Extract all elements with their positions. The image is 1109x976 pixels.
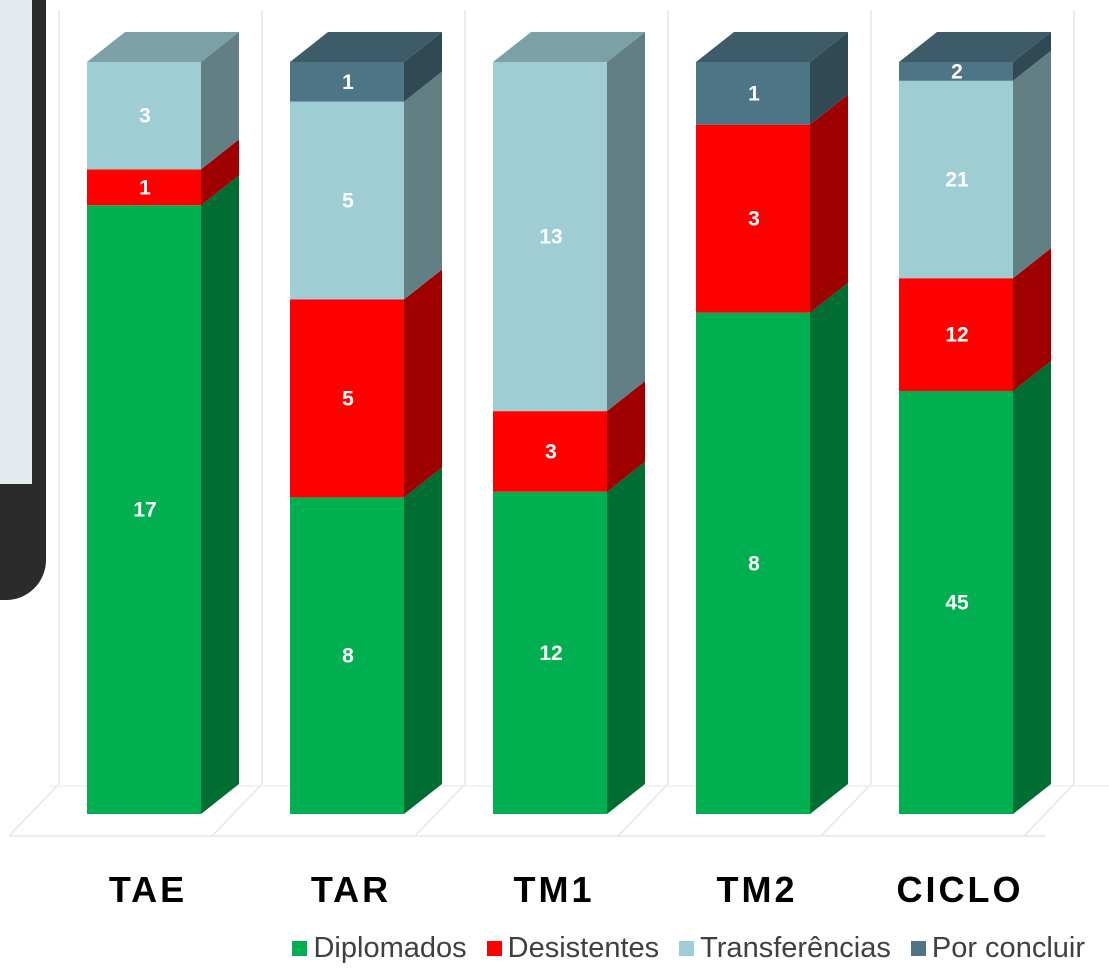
- bar-segment-tae-diplomados: [87, 205, 201, 814]
- bar-segment-side: [404, 71, 442, 300]
- bar-top: [696, 32, 848, 62]
- category-label-tm1: TM1: [514, 869, 595, 910]
- bar-top: [290, 32, 442, 62]
- bar-segment-tar-porconcluir: [290, 62, 404, 102]
- bar-segment-side: [607, 32, 645, 412]
- data-label: 8: [748, 552, 760, 575]
- device-frame: [0, 0, 46, 600]
- data-label: 3: [139, 105, 151, 128]
- bar-segment-tm2-porconcluir: [696, 62, 810, 125]
- bar-segment-side: [404, 467, 442, 814]
- data-label: 12: [539, 642, 562, 665]
- legend-label: Diplomados: [313, 931, 467, 964]
- bar-segment-tae-transferncias: [87, 62, 201, 170]
- floor-line: [211, 783, 263, 837]
- data-label: 1: [139, 176, 151, 199]
- floor-line: [820, 783, 872, 837]
- bar-segment-side: [810, 94, 848, 313]
- bar-segment-ciclo-desistentes: [899, 278, 1013, 391]
- bar-segment-side: [1013, 248, 1051, 391]
- bar-top: [87, 32, 239, 62]
- bar-segment-side: [1013, 50, 1051, 279]
- bar-segment-side: [810, 282, 848, 815]
- floor-line: [414, 783, 466, 837]
- data-label: 2: [951, 60, 963, 83]
- bar-segment-side: [404, 32, 442, 102]
- floor-line: [1023, 783, 1075, 837]
- data-label: 13: [539, 226, 562, 249]
- bar-segment-tar-transferncias: [290, 101, 404, 300]
- bar-segment-side: [607, 461, 645, 814]
- legend-item: Desistentes: [486, 931, 660, 965]
- category-label-ciclo: CICLO: [897, 869, 1024, 910]
- chart-legend: Diplomados Desistentes Transferências Por c…: [0, 928, 1109, 968]
- data-label: 1: [342, 71, 354, 94]
- data-label: 12: [945, 324, 968, 347]
- device-screen: [0, 0, 32, 484]
- bar-segment-side: [201, 139, 239, 206]
- category-label-tar: TAR: [311, 869, 391, 910]
- legend-label: Transferências: [700, 931, 891, 964]
- chart-bars: [87, 32, 1051, 815]
- legend-swatch: [910, 940, 926, 956]
- floor-line: [617, 783, 669, 837]
- bar-segment-tar-diplomados: [290, 497, 404, 814]
- data-label: 5: [342, 387, 354, 410]
- data-label: 5: [342, 190, 354, 213]
- bar-segment-tm1-diplomados: [493, 491, 607, 814]
- bar-segment-side: [201, 32, 239, 170]
- legend-swatch: [486, 940, 502, 956]
- bar-segment-tae-desistentes: [87, 169, 201, 206]
- data-label: 45: [945, 592, 969, 615]
- bar-segment-side: [1013, 32, 1051, 81]
- data-label: 17: [133, 499, 156, 522]
- legend-item: Diplomados: [292, 931, 467, 965]
- chart-category-labels: TAE TAR TM1 TM2 CICLO: [109, 869, 1024, 910]
- bar-segment-ciclo-transferncias: [899, 80, 1013, 279]
- legend-item: Transferências: [679, 932, 891, 965]
- data-label: 3: [545, 440, 557, 463]
- data-label: 1: [748, 82, 760, 105]
- category-label-tae: TAE: [109, 869, 187, 910]
- legend-label: Desistentes: [507, 931, 660, 964]
- bar-segment-tm2-desistentes: [696, 124, 810, 313]
- legend-swatch: [292, 940, 308, 956]
- bar-segment-tar-desistentes: [290, 299, 404, 498]
- bar-segment-side: [201, 175, 239, 814]
- data-label: 21: [945, 169, 969, 192]
- bar-segment-ciclo-diplomados: [899, 391, 1013, 814]
- data-label: 3: [748, 208, 760, 231]
- bar-segment-ciclo-porconcluir: [899, 62, 1013, 81]
- bar-segment-tm2-diplomados: [696, 312, 810, 814]
- bar-segment-side: [1013, 361, 1051, 814]
- category-label-tm2: TM2: [717, 869, 798, 910]
- bar-segment-side: [810, 32, 848, 125]
- legend-swatch: [679, 940, 695, 956]
- bar-segment-tm1-transferncias: [493, 62, 607, 412]
- chart-grid: [8, 10, 1109, 837]
- legend-label: Por concluir: [931, 931, 1085, 964]
- bar-segment-side: [404, 269, 442, 498]
- data-label: 8: [342, 645, 354, 668]
- floor-line: [8, 783, 60, 837]
- bar-top: [493, 32, 645, 62]
- bar-top: [899, 32, 1051, 62]
- bar-segment-side: [607, 381, 645, 492]
- bar-segment-tm1-desistentes: [493, 411, 607, 492]
- legend-item: Por concluir: [910, 931, 1085, 965]
